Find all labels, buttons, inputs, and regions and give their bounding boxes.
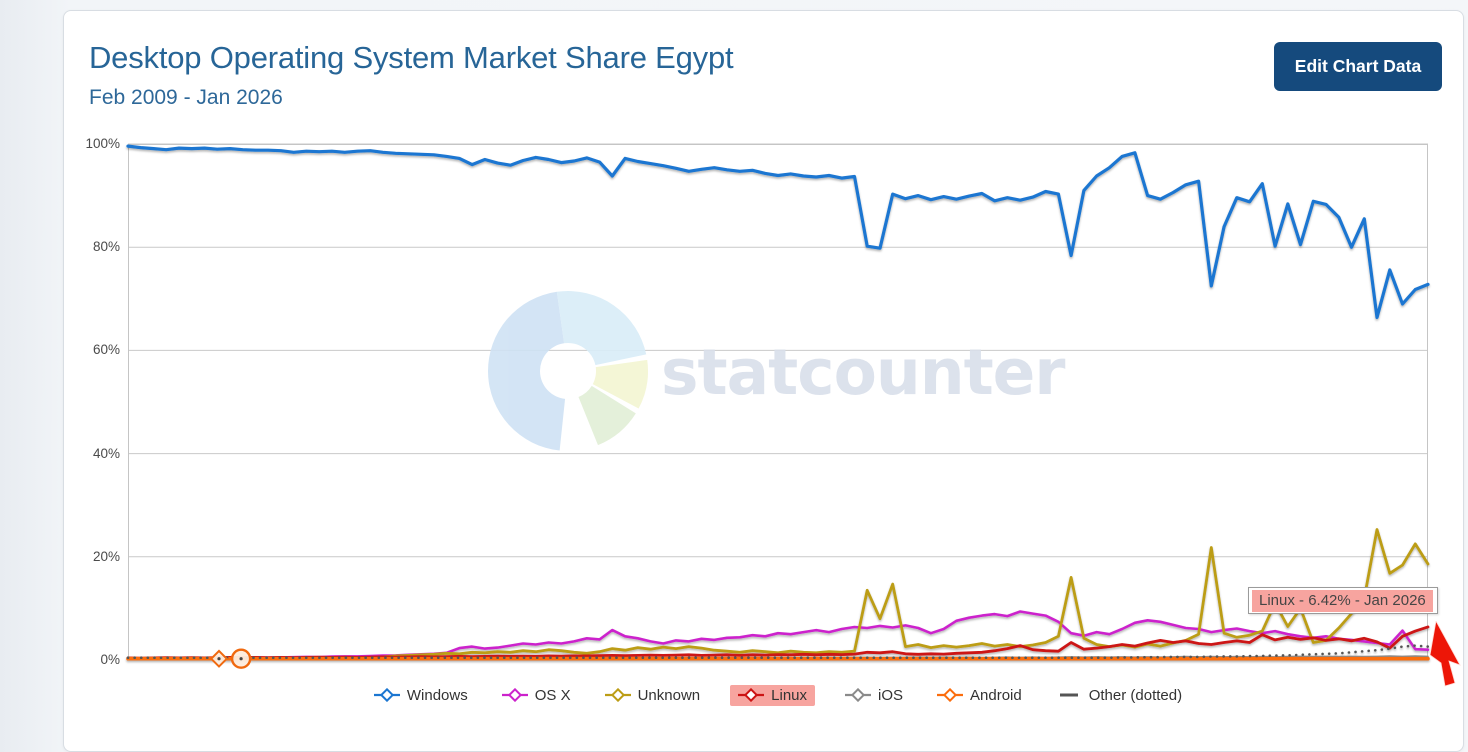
- windows-legend-marker-icon: [373, 688, 400, 702]
- other-dotted-legend-marker-icon: [1059, 693, 1078, 697]
- legend-item-unknown[interactable]: Unknown: [601, 685, 705, 706]
- chart-tooltip: Linux - 6.42% - Jan 2026: [1248, 587, 1438, 614]
- legend-label: Android: [970, 686, 1022, 704]
- ios-legend-marker-icon: [845, 688, 871, 702]
- series-line-other-dotted[interactable]: [126, 644, 1430, 660]
- os-x-legend-marker-icon: [501, 688, 528, 702]
- legend-item-android[interactable]: Android: [933, 685, 1026, 706]
- legend-label: Other (dotted): [1088, 686, 1183, 704]
- y-axis-label: 80%: [92, 239, 120, 255]
- marker-center-dot: [239, 657, 243, 661]
- series-line-linux[interactable]: [126, 625, 1430, 660]
- y-axis-label: 40%: [92, 445, 120, 461]
- legend-label: Linux: [771, 686, 807, 704]
- legend-item-windows[interactable]: Windows: [370, 685, 472, 706]
- watermark-donut-slice: [488, 291, 566, 451]
- legend-item-os-x[interactable]: OS X: [498, 685, 575, 706]
- chart-plot-wrapper: 100% 80% 60% 40% 20% 0% statcounter: [85, 136, 1430, 669]
- watermark-donut-slice: [592, 359, 648, 409]
- page-title: Desktop Operating System Market Share Eg…: [89, 40, 734, 75]
- legend-label: Windows: [406, 686, 468, 704]
- marker-center-dot: [217, 657, 221, 661]
- legend-label: OS X: [534, 686, 571, 704]
- mouse-cursor-icon: [1430, 621, 1461, 687]
- y-axis-label: 0%: [100, 652, 120, 667]
- watermark-donut-slice: [556, 291, 647, 366]
- y-axis-label: 20%: [92, 548, 120, 564]
- watermark-wordmark: statcounter: [661, 336, 1065, 409]
- legend-item-linux[interactable]: Linux: [730, 684, 815, 706]
- line-chart-plot-area[interactable]: statcounter: [126, 143, 1430, 669]
- linux-legend-marker-icon: [738, 688, 765, 702]
- tooltip-text: Linux - 6.42% - Jan 2026: [1252, 589, 1433, 612]
- series-line-unknown[interactable]: [126, 528, 1430, 661]
- chart-legend: Windows OS X Unknown Linux iOS Android Other (…: [128, 680, 1428, 710]
- legend-item-other-dotted[interactable]: Other (dotted): [1052, 685, 1186, 706]
- legend-item-ios[interactable]: iOS: [841, 685, 907, 706]
- unknown-legend-marker-icon: [604, 688, 631, 702]
- series-line-windows[interactable]: [126, 144, 1430, 319]
- y-axis-label: 60%: [92, 342, 120, 358]
- y-axis-label: 100%: [85, 136, 120, 151]
- chart-card: Desktop Operating System Market Share Eg…: [63, 10, 1464, 752]
- watermark-donut-slice: [578, 385, 636, 446]
- statcounter-watermark: statcounter: [488, 291, 1066, 451]
- legend-label: iOS: [878, 686, 904, 704]
- date-range-subtitle: Feb 2009 - Jan 2026: [89, 86, 283, 109]
- android-legend-marker-icon: [937, 688, 964, 702]
- legend-label: Unknown: [637, 686, 701, 704]
- edit-chart-data-button[interactable]: Edit Chart Data: [1274, 42, 1442, 91]
